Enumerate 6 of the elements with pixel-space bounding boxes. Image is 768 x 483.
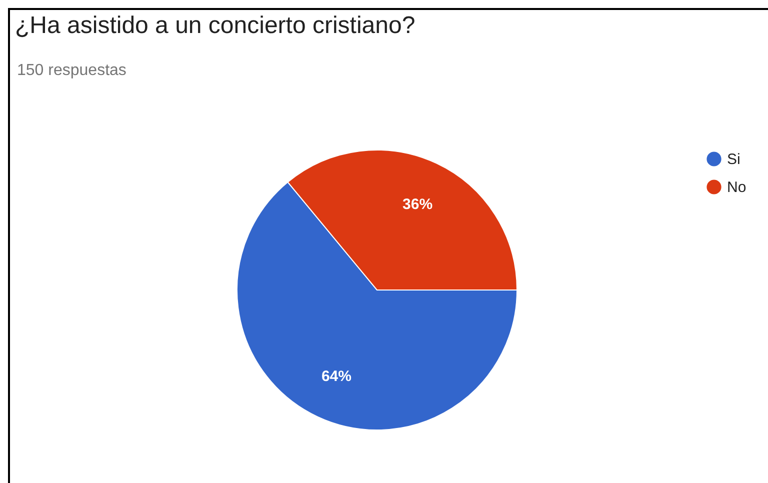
data-label: 36% <box>402 196 433 213</box>
legend-label: No <box>727 179 746 196</box>
legend-label: Si <box>727 151 740 168</box>
text: 150 respuestas <box>17 62 126 80</box>
data-label: 64% <box>321 368 352 386</box>
chart-title: ¿Ha asistido a un concierto cristiano? <box>15 12 416 40</box>
